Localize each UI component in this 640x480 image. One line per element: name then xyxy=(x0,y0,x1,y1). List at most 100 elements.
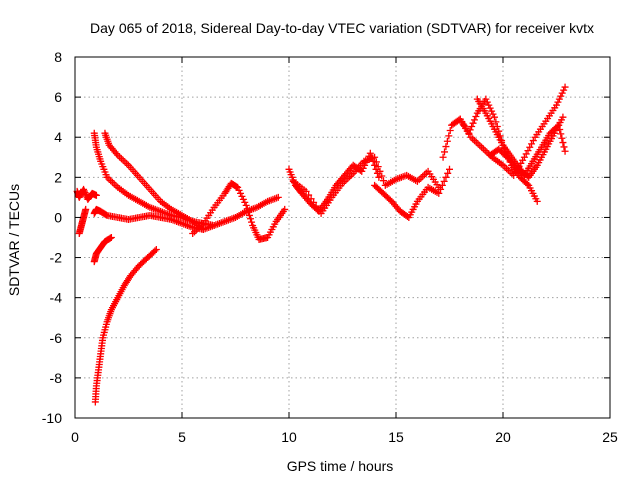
data-point xyxy=(435,189,443,197)
data-point xyxy=(80,187,88,195)
data-point xyxy=(110,180,118,188)
data-point xyxy=(492,118,500,126)
data-point xyxy=(561,147,569,155)
data-point xyxy=(107,234,115,241)
data-point xyxy=(476,142,484,150)
data-point xyxy=(478,143,486,151)
data-point xyxy=(444,169,452,177)
data-point xyxy=(559,113,567,121)
data-point xyxy=(305,191,313,199)
data-point xyxy=(374,163,382,171)
data-point xyxy=(310,198,318,206)
data-point xyxy=(315,206,323,214)
data-point xyxy=(486,104,494,112)
y-tick-label: -2 xyxy=(50,250,63,266)
y-tick-label: 2 xyxy=(54,169,62,185)
y-tick-label: -4 xyxy=(50,290,63,306)
data-point xyxy=(558,89,566,97)
data-point xyxy=(376,167,384,175)
data-point xyxy=(358,167,366,175)
data-point xyxy=(92,191,100,199)
y-tick-label: 8 xyxy=(54,49,62,65)
series-track-6 xyxy=(90,234,115,266)
data-point xyxy=(483,98,491,106)
data-point xyxy=(234,183,242,191)
data-point xyxy=(561,83,569,91)
data-point xyxy=(470,137,478,145)
data-point xyxy=(557,92,565,100)
data-point xyxy=(472,138,480,146)
data-point xyxy=(560,86,568,94)
data-point xyxy=(482,95,490,103)
data-point xyxy=(472,112,480,120)
data-point xyxy=(439,153,447,161)
plot-frame xyxy=(74,56,611,419)
data-point xyxy=(557,130,565,138)
data-point xyxy=(117,155,125,163)
data-point xyxy=(470,116,478,124)
y-tick-label: -6 xyxy=(50,330,63,346)
data-point xyxy=(307,195,315,203)
series-track-2 xyxy=(75,205,90,237)
data-point xyxy=(469,119,477,127)
x-axis-label: GPS time / hours xyxy=(287,458,394,474)
data-point xyxy=(189,229,197,237)
data-point xyxy=(446,127,454,135)
data-point xyxy=(533,197,541,205)
data-point xyxy=(82,205,90,213)
data-point xyxy=(528,140,536,148)
series-track-11 xyxy=(371,165,453,221)
data-point xyxy=(244,208,252,216)
data-point xyxy=(489,110,497,118)
data-point xyxy=(437,185,445,193)
data-point xyxy=(485,101,493,109)
axis-ticks: 0 5 10 15 20 25 -10 -8 -6 -4 -2 0 2 4 6 8 xyxy=(42,49,618,445)
x-tick-label: 20 xyxy=(495,429,511,445)
series-track-8 xyxy=(189,179,289,244)
data-point xyxy=(152,246,160,254)
data-point xyxy=(245,211,253,219)
data-point xyxy=(380,177,388,185)
series-track-10 xyxy=(289,153,443,217)
data-markers xyxy=(73,83,569,406)
data-point xyxy=(366,149,374,157)
x-tick-label: 15 xyxy=(388,429,404,445)
chart-title: Day 065 of 2018, Sidereal Day-to-day VTE… xyxy=(90,20,594,36)
data-point xyxy=(239,195,247,203)
series-track-1 xyxy=(73,185,100,203)
data-point xyxy=(242,201,250,209)
data-point xyxy=(559,139,567,147)
data-point xyxy=(553,101,560,109)
data-point xyxy=(523,180,531,188)
data-point xyxy=(112,150,120,158)
data-point xyxy=(121,158,129,166)
data-point xyxy=(233,183,241,191)
data-point xyxy=(556,126,564,134)
x-tick-label: 0 xyxy=(71,429,79,445)
data-point xyxy=(554,98,562,106)
data-point xyxy=(522,150,530,158)
data-point xyxy=(371,161,379,169)
data-point xyxy=(108,178,116,186)
series-track-15 xyxy=(486,121,569,179)
data-point xyxy=(238,192,246,200)
x-tick-label: 5 xyxy=(178,429,186,445)
data-point xyxy=(123,160,131,168)
data-point xyxy=(107,177,115,185)
data-point xyxy=(80,185,88,193)
data-point xyxy=(106,234,114,242)
data-point xyxy=(490,113,498,121)
data-point xyxy=(446,165,453,173)
data-point xyxy=(312,202,320,210)
data-point xyxy=(302,187,310,195)
data-point xyxy=(235,186,243,194)
data-point xyxy=(555,121,563,129)
data-point xyxy=(372,158,380,166)
data-point xyxy=(558,134,566,142)
data-point xyxy=(445,132,453,140)
data-point xyxy=(236,189,244,197)
data-point xyxy=(526,143,534,151)
data-point xyxy=(281,205,289,213)
data-point xyxy=(469,135,477,143)
